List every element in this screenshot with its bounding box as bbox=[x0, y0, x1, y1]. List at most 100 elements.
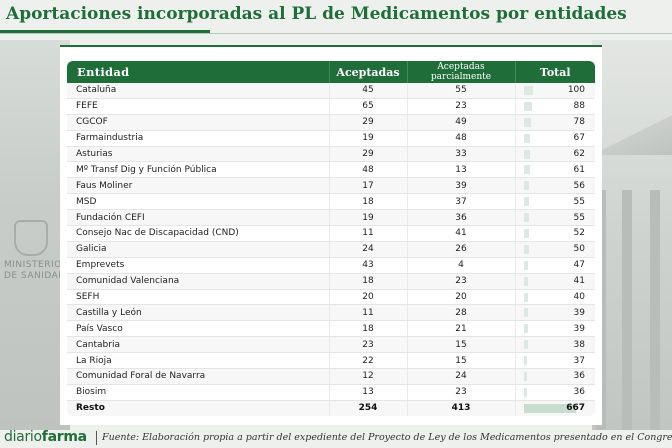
total-bar bbox=[523, 372, 527, 382]
cell-total: 100 bbox=[514, 83, 595, 99]
cell-total: 40 bbox=[514, 289, 595, 306]
cell-total: 667 bbox=[514, 400, 595, 416]
cell-entidad: Cantabria bbox=[67, 336, 329, 354]
total-value: 39 bbox=[573, 323, 585, 334]
table-row: La Rioja 22 15 37 bbox=[67, 352, 595, 370]
table-row: País Vasco 18 21 39 bbox=[67, 320, 595, 338]
cell-aceptadas-parcialmente: 36 bbox=[406, 209, 515, 227]
cell-aceptadas: 18 bbox=[328, 273, 407, 290]
cell-aceptadas-parcialmente: 15 bbox=[406, 336, 515, 354]
total-bar bbox=[523, 356, 527, 366]
total-bar bbox=[523, 244, 529, 254]
cell-aceptadas: 19 bbox=[328, 130, 407, 147]
cell-aceptadas-parcialmente: 48 bbox=[406, 130, 515, 147]
total-bar bbox=[523, 260, 528, 270]
cell-aceptadas: 18 bbox=[328, 320, 407, 338]
total-value: 50 bbox=[573, 244, 585, 255]
total-bar bbox=[523, 165, 530, 175]
cell-total: 41 bbox=[514, 273, 595, 290]
cell-total: 88 bbox=[514, 98, 595, 115]
total-value: 47 bbox=[573, 260, 585, 271]
cell-total: 36 bbox=[514, 368, 595, 385]
column bbox=[650, 190, 660, 430]
total-value: 67 bbox=[573, 133, 585, 144]
total-bar bbox=[523, 197, 529, 207]
cell-aceptadas-parcialmente: 15 bbox=[406, 352, 515, 370]
page-title: Aportaciones incorporadas al PL de Medic… bbox=[6, 4, 627, 24]
cell-entidad: Biosim bbox=[67, 384, 329, 401]
cell-aceptadas-parcialmente: 24 bbox=[406, 368, 515, 385]
table-row: Farmaindustria 19 48 67 bbox=[67, 130, 595, 147]
cell-aceptadas-parcialmente: 41 bbox=[406, 225, 515, 242]
cell-aceptadas-parcialmente: 33 bbox=[406, 146, 515, 163]
cell-aceptadas-parcialmente: 23 bbox=[406, 273, 515, 290]
table-row: Comunidad Valenciana 18 23 41 bbox=[67, 273, 595, 290]
cell-entidad: Comunidad Valenciana bbox=[67, 273, 329, 290]
cell-total: 50 bbox=[514, 241, 595, 258]
total-value: 39 bbox=[573, 307, 585, 318]
source-note: Fuente: Elaboración propia a partir del … bbox=[102, 432, 672, 443]
cell-total: 67 bbox=[514, 130, 595, 147]
cell-aceptadas: 29 bbox=[328, 114, 407, 131]
column-header-entidad: Entidad bbox=[67, 61, 329, 83]
cell-aceptadas: 43 bbox=[328, 257, 407, 274]
cell-entidad: Mº Transf Dig y Función Pública bbox=[67, 161, 329, 179]
table-body: Cataluña 45 55 100 FEFE 65 23 88 CGCOF 29 49 78 Farm… bbox=[67, 83, 595, 416]
table-row: Fundación CEFI 19 36 55 bbox=[67, 209, 595, 227]
cell-aceptadas: 11 bbox=[328, 304, 407, 322]
total-bar bbox=[523, 308, 528, 318]
table-row: CGCOF 29 49 78 bbox=[67, 114, 595, 131]
total-bar bbox=[523, 181, 529, 191]
cell-entidad: Castilla y León bbox=[67, 304, 329, 322]
cell-aceptadas: 29 bbox=[328, 146, 407, 163]
cell-total: 37 bbox=[514, 352, 595, 370]
total-value: 38 bbox=[573, 339, 585, 350]
table-row: Asturias 29 33 62 bbox=[67, 146, 595, 163]
cell-total: 39 bbox=[514, 320, 595, 338]
cell-aceptadas: 65 bbox=[328, 98, 407, 115]
cell-entidad: Faus Moliner bbox=[67, 177, 329, 195]
cell-aceptadas: 17 bbox=[328, 177, 407, 195]
total-bar bbox=[523, 340, 528, 350]
cell-aceptadas: 12 bbox=[328, 368, 407, 385]
cell-aceptadas-parcialmente: 21 bbox=[406, 320, 515, 338]
cell-aceptadas-parcialmente: 20 bbox=[406, 289, 515, 306]
background-building-right bbox=[592, 40, 672, 430]
cell-entidad: CGCOF bbox=[67, 114, 329, 131]
cell-aceptadas-parcialmente: 13 bbox=[406, 161, 515, 179]
cell-entidad: Comunidad Foral de Navarra bbox=[67, 368, 329, 385]
cell-aceptadas: 24 bbox=[328, 241, 407, 258]
total-value: 100 bbox=[567, 85, 585, 96]
table-row: Consejo Nac de Discapacidad (CND) 11 41 52 bbox=[67, 225, 595, 242]
logo-light-text: diario bbox=[4, 429, 42, 445]
total-value: 667 bbox=[566, 403, 585, 414]
column bbox=[622, 190, 632, 430]
cell-aceptadas-parcialmente: 23 bbox=[406, 98, 515, 115]
logo-bold-text: farma bbox=[41, 429, 87, 445]
cell-aceptadas-parcialmente: 26 bbox=[406, 241, 515, 258]
resto-row: Resto 254 413 667 bbox=[67, 400, 595, 416]
data-table: Entidad Aceptadas Aceptadas parcialmente… bbox=[67, 61, 595, 416]
background-sign: MINISTERIO DE SANIDAD bbox=[4, 260, 66, 281]
cell-aceptadas: 254 bbox=[328, 400, 407, 416]
cell-aceptadas: 13 bbox=[328, 384, 407, 401]
total-bar bbox=[523, 292, 528, 302]
coat-of-arms-icon bbox=[14, 220, 48, 256]
cell-aceptadas-parcialmente: 37 bbox=[406, 193, 515, 211]
column-header-total: Total bbox=[514, 61, 595, 83]
total-value: 61 bbox=[573, 164, 585, 175]
total-value: 62 bbox=[573, 149, 585, 159]
cell-total: 55 bbox=[514, 193, 595, 211]
cell-aceptadas-parcialmente: 55 bbox=[406, 83, 515, 99]
cell-aceptadas: 22 bbox=[328, 352, 407, 370]
table-card: Entidad Aceptadas Aceptadas parcialmente… bbox=[60, 45, 602, 425]
total-value: 41 bbox=[573, 276, 585, 287]
cell-total: 78 bbox=[514, 114, 595, 131]
cell-total: 52 bbox=[514, 225, 595, 242]
table-row: SEFH 20 20 40 bbox=[67, 289, 595, 306]
footer-separator bbox=[96, 431, 97, 445]
cell-aceptadas: 18 bbox=[328, 193, 407, 211]
cell-entidad: Resto bbox=[67, 400, 329, 416]
total-value: 37 bbox=[573, 355, 585, 366]
background-building-left: MINISTERIO DE SANIDAD bbox=[0, 40, 70, 430]
